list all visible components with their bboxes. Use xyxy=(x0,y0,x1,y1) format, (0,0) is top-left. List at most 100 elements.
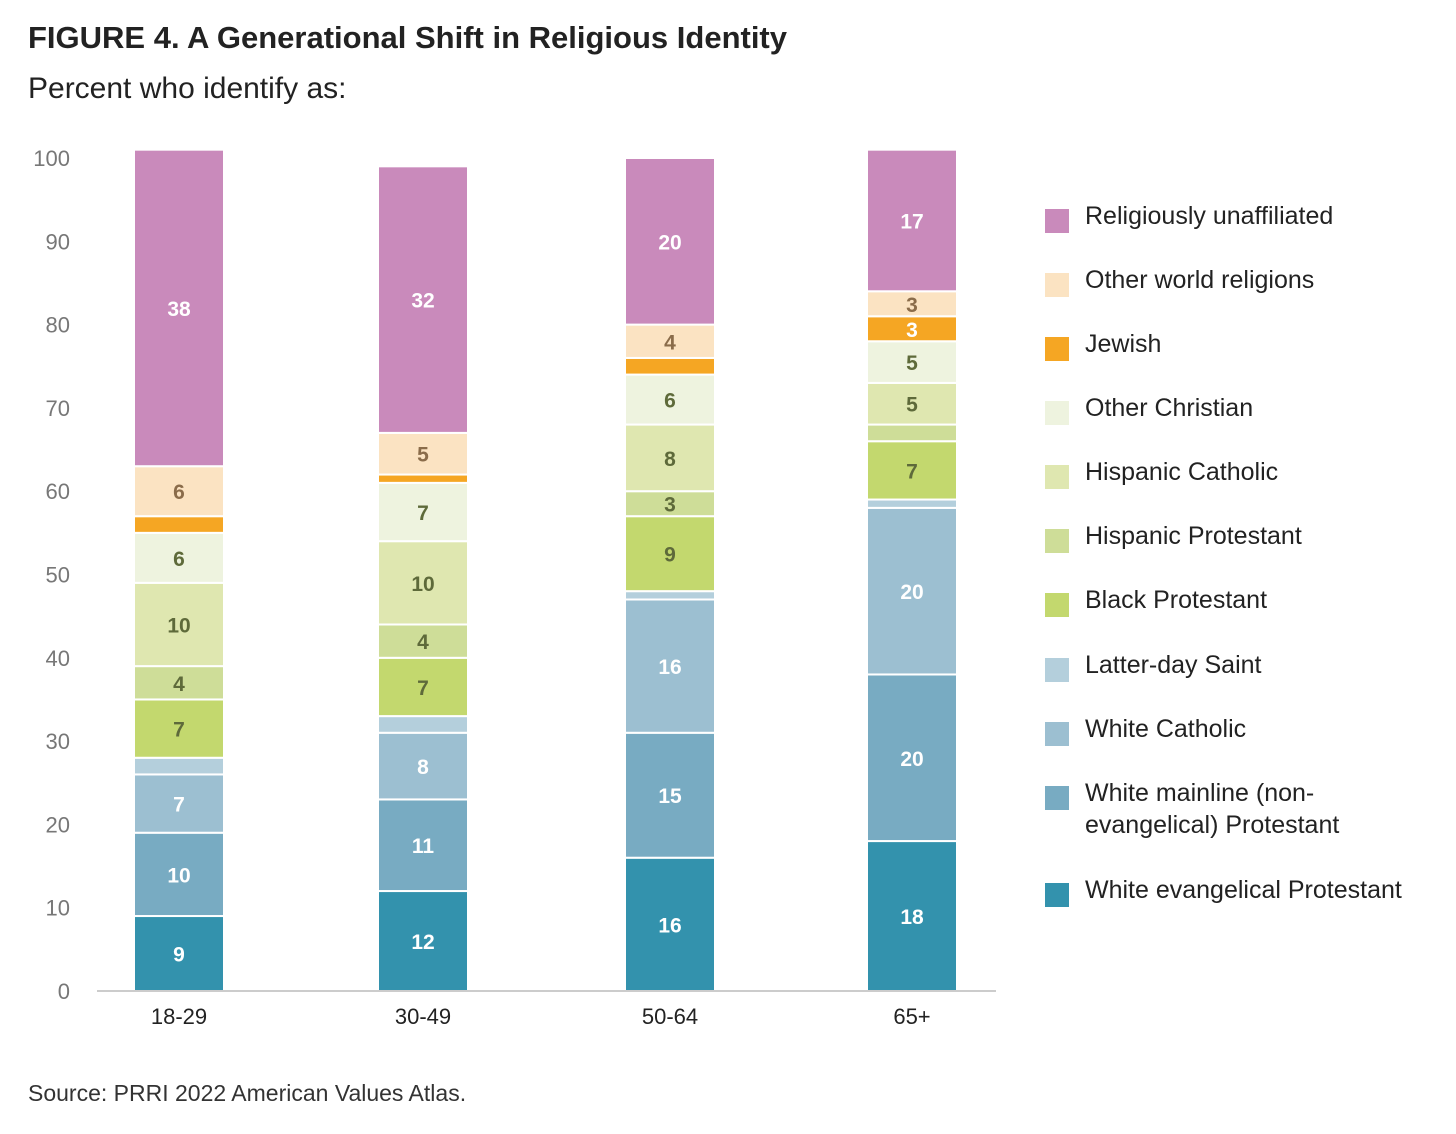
legend-swatch xyxy=(1045,273,1069,297)
data-label: 20 xyxy=(900,748,923,771)
legend-item-religiously-unaffiliated: Religiously unaffiliated xyxy=(1045,200,1425,233)
legend-item-white-catholic: White Catholic xyxy=(1045,713,1425,746)
legend-item-other-world-religions: Other world religions xyxy=(1045,264,1425,297)
data-label: 16 xyxy=(658,656,681,679)
bar-segment xyxy=(133,515,225,534)
data-label: 9 xyxy=(664,544,676,567)
legend-item-hispanic-protestant: Hispanic Protestant xyxy=(1045,520,1425,553)
legend-label: Hispanic Protestant xyxy=(1085,522,1302,550)
y-tick-label: 20 xyxy=(46,812,70,837)
legend-swatch xyxy=(1045,658,1069,682)
data-label: 17 xyxy=(900,210,923,233)
y-tick-label: 80 xyxy=(46,313,70,338)
data-label: 6 xyxy=(173,548,185,571)
data-label: 4 xyxy=(173,673,185,696)
legend-label: Religiously unaffiliated xyxy=(1085,202,1334,230)
x-tick-label: 50-64 xyxy=(642,1004,698,1029)
bar-segment xyxy=(866,423,958,443)
data-label: 3 xyxy=(664,494,676,517)
bar-segment xyxy=(133,148,225,468)
legend-item-black-protestant: Black Protestant xyxy=(1045,584,1425,617)
bar-segment xyxy=(133,756,225,776)
source-note: Source: PRRI 2022 American Values Atlas. xyxy=(28,1080,467,1106)
y-tick-label: 90 xyxy=(46,229,70,254)
data-label: 10 xyxy=(411,573,434,596)
bar-segment xyxy=(377,481,469,543)
legend-swatch xyxy=(1045,401,1069,425)
data-label: 5 xyxy=(906,394,918,417)
y-tick-label: 30 xyxy=(46,729,70,754)
data-label: 32 xyxy=(411,290,434,313)
bar-segment xyxy=(866,381,958,426)
data-label: 16 xyxy=(658,914,681,937)
data-label: 20 xyxy=(900,581,923,604)
legend-swatch xyxy=(1045,786,1069,810)
data-label: 6 xyxy=(173,481,185,504)
data-label: 7 xyxy=(173,719,185,742)
data-label: 7 xyxy=(906,460,918,483)
bar-segment xyxy=(133,665,225,701)
data-label: 8 xyxy=(664,448,676,471)
legend-label: White evangelical Protestant xyxy=(1085,876,1402,904)
legend-item-white-mainline-protestant: White mainline (non-evangelical) Protest… xyxy=(1045,777,1425,841)
data-label: 15 xyxy=(658,785,682,808)
bar-segment xyxy=(866,506,958,676)
bar-segment xyxy=(866,673,958,843)
legend-swatch xyxy=(1045,529,1069,553)
data-label: 5 xyxy=(417,444,429,467)
bar-segment xyxy=(377,656,469,718)
y-tick-label: 50 xyxy=(46,563,70,588)
data-label: 7 xyxy=(417,677,429,700)
data-label: 10 xyxy=(167,864,190,887)
bar-segment xyxy=(624,590,716,601)
bar-segment xyxy=(624,356,716,376)
data-label: 5 xyxy=(906,352,918,375)
legend-swatch xyxy=(1045,593,1069,617)
bar-segment xyxy=(866,290,958,318)
bar-segment xyxy=(866,498,958,509)
x-tick-label: 30-49 xyxy=(395,1004,451,1029)
data-label: 7 xyxy=(417,502,429,525)
y-tick-label: 70 xyxy=(46,396,70,421)
legend-item-hispanic-catholic: Hispanic Catholic xyxy=(1045,456,1425,489)
bar-segment xyxy=(377,623,469,659)
legend-label: Jewish xyxy=(1085,330,1162,358)
data-label: 8 xyxy=(417,756,429,779)
bar-segment xyxy=(377,165,469,434)
bar-segment xyxy=(377,715,469,734)
legend-label: Black Protestant xyxy=(1085,586,1268,614)
bar-segment xyxy=(624,490,716,518)
y-tick-label: 100 xyxy=(33,146,70,171)
bar-segment xyxy=(133,773,225,834)
legend-item-latter-day-saint: Latter-day Saint xyxy=(1045,649,1425,682)
bar-segment xyxy=(624,856,716,992)
legend-swatch xyxy=(1045,722,1069,746)
data-label: 38 xyxy=(167,298,191,321)
legend-item-other-christian: Other Christian xyxy=(1045,392,1425,425)
data-label: 3 xyxy=(906,294,918,317)
bar-segment xyxy=(133,831,225,918)
bar-segment xyxy=(624,373,716,426)
legend-item-white-evangelical-protestant: White evangelical Protestant xyxy=(1045,874,1425,907)
chart-title: FIGURE 4. A Generational Shift in Religi… xyxy=(28,20,788,55)
data-label: 4 xyxy=(417,631,429,654)
y-tick-label: 10 xyxy=(46,896,70,921)
y-tick-label: 0 xyxy=(58,979,70,1004)
x-tick-label: 65+ xyxy=(893,1004,930,1029)
bar-segment xyxy=(866,440,958,501)
legend-label: White mainline (non-evangelical) Protest… xyxy=(1085,779,1340,839)
legend-swatch xyxy=(1045,209,1069,233)
legend-label: Latter-day Saint xyxy=(1085,651,1262,679)
bar-segment xyxy=(624,323,716,359)
data-label: 10 xyxy=(167,614,190,637)
data-label: 11 xyxy=(412,835,435,858)
bar-segment xyxy=(624,731,716,859)
bar-segment xyxy=(866,148,958,293)
bar-segment xyxy=(377,890,469,992)
legend-swatch xyxy=(1045,337,1069,361)
legend-swatch xyxy=(1045,883,1069,907)
legend-label: Other Christian xyxy=(1085,394,1254,422)
bar-segment xyxy=(377,473,469,484)
data-label: 20 xyxy=(658,231,681,254)
